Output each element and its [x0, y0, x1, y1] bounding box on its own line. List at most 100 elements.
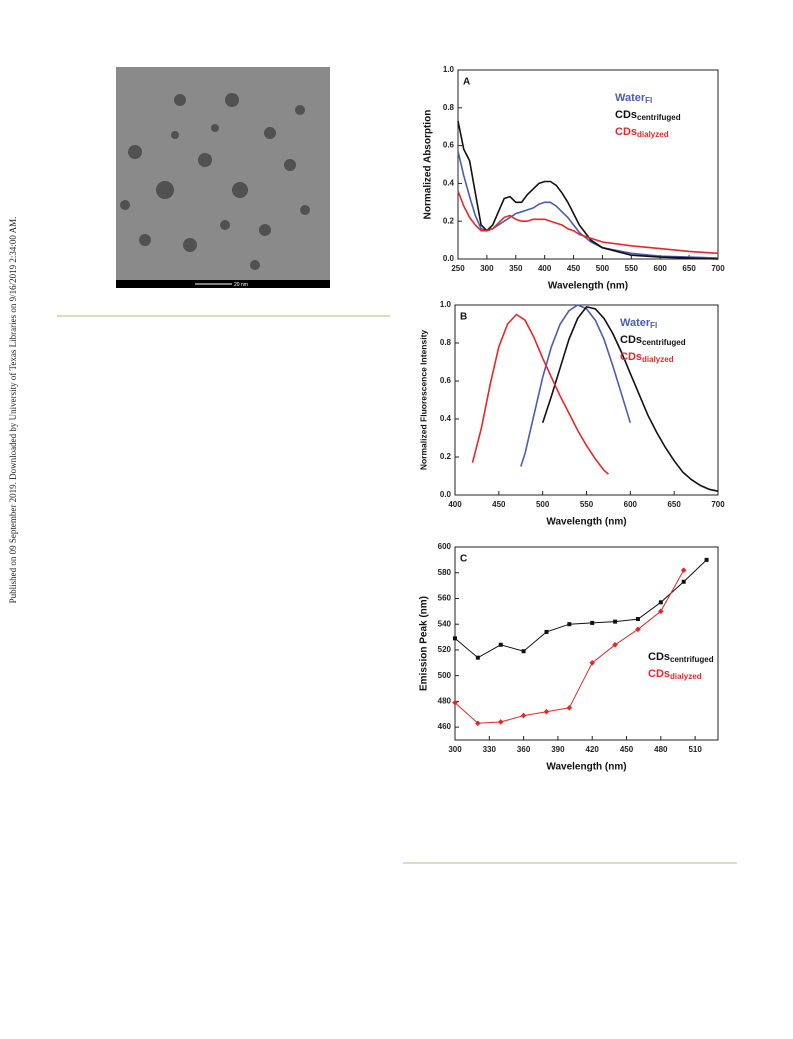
panel-label: C	[460, 554, 467, 565]
y-tick-label: 1.0	[443, 65, 455, 74]
y-axis-title: Normalized Absorption	[423, 110, 434, 220]
marker	[497, 719, 504, 725]
y-tick-label: 500	[438, 671, 452, 680]
legend-sub: dialyzed	[637, 130, 669, 139]
marker	[658, 608, 664, 615]
x-tick-label: 330	[483, 745, 497, 754]
legend-name: CDs	[615, 126, 637, 138]
x-tick-label: 300	[480, 264, 494, 273]
x-axis-title: Wavelength (nm)	[546, 762, 626, 773]
marker	[612, 641, 618, 648]
series-line	[520, 304, 632, 467]
x-tick-label: 400	[448, 500, 462, 509]
plot-frame	[454, 546, 719, 741]
legend-sub: dialyzed	[642, 355, 674, 364]
x-tick-label: 600	[654, 264, 668, 273]
panel-label: A	[463, 77, 470, 88]
legend-entry: CDscentrifuged	[615, 109, 681, 122]
x-axis-title: Wavelength (nm)	[548, 281, 628, 292]
legend-sub: centrifuged	[637, 113, 681, 122]
y-tick-label: 480	[438, 697, 452, 706]
x-tick-label: 450	[620, 745, 634, 754]
y-tick-label: 0.4	[443, 179, 455, 188]
y-axis-title: Emission Peak (nm)	[419, 596, 430, 691]
series-line	[454, 559, 707, 659]
marker	[681, 579, 686, 584]
marker	[704, 557, 709, 562]
marker	[589, 660, 596, 666]
marker	[658, 600, 663, 605]
x-tick-label: 550	[625, 264, 639, 273]
legend-sub: centrifuged	[642, 338, 686, 347]
legend-entry: CDscentrifuged	[648, 651, 714, 664]
marker	[635, 626, 641, 633]
marker	[521, 649, 526, 654]
y-tick-label: 540	[438, 619, 452, 628]
x-tick-label: 600	[624, 500, 638, 509]
legend-entry: WaterFI	[620, 317, 657, 330]
marker	[590, 620, 595, 625]
panel-label: B	[460, 312, 467, 323]
y-tick-label: 600	[438, 542, 452, 551]
marker	[567, 622, 572, 627]
legend-sub: FI	[650, 321, 657, 330]
y-tick-label: 580	[438, 568, 452, 577]
legend-name: Water	[615, 92, 646, 104]
x-tick-label: 700	[711, 264, 725, 273]
legend-entry: CDsdialyzed	[620, 351, 674, 364]
marker	[475, 720, 481, 727]
x-tick-label: 450	[492, 500, 506, 509]
x-tick-label: 400	[538, 264, 552, 273]
marker	[635, 617, 640, 622]
marker	[520, 712, 527, 719]
legend-name: CDs	[648, 668, 670, 680]
legend-name: CDs	[620, 334, 642, 346]
marker	[475, 655, 480, 660]
x-tick-label: 420	[586, 745, 600, 754]
legend-name: CDs	[620, 351, 642, 363]
series-line	[471, 313, 609, 475]
y-tick-label: 0.2	[443, 216, 455, 225]
legend-entry: CDsdialyzed	[615, 126, 669, 139]
x-tick-label: 650	[682, 264, 696, 273]
y-tick-label: 0.8	[443, 103, 455, 112]
marker	[452, 699, 458, 706]
legend-sub: centrifuged	[670, 655, 714, 664]
series-line	[457, 120, 719, 260]
series-line	[457, 190, 719, 255]
y-tick-label: 520	[438, 645, 452, 654]
y-tick-label: 560	[438, 594, 452, 603]
side-note: Published on 09 September 2019. Download…	[8, 217, 18, 604]
legend-sub: FI	[645, 96, 652, 105]
x-tick-label: 450	[567, 264, 581, 273]
y-tick-label: 0.2	[440, 452, 452, 461]
y-tick-label: 460	[438, 722, 452, 731]
legend-name: Water	[620, 317, 651, 329]
legend-name: CDs	[615, 109, 637, 121]
y-tick-label: 0.8	[440, 338, 452, 347]
scale-bar-label: 20 nm	[234, 282, 248, 288]
series-line	[541, 306, 719, 492]
legend-entry: CDscentrifuged	[620, 334, 686, 347]
x-axis-title: Wavelength (nm)	[546, 517, 626, 528]
marker	[543, 708, 550, 715]
marker	[498, 642, 503, 647]
legend-entry: CDsdialyzed	[648, 668, 702, 681]
x-tick-label: 500	[536, 500, 550, 509]
x-tick-label: 510	[688, 745, 702, 754]
marker	[613, 619, 618, 624]
marker	[453, 636, 457, 641]
marker	[680, 567, 687, 573]
x-tick-label: 300	[448, 745, 462, 754]
x-tick-label: 360	[517, 745, 531, 754]
marker	[566, 705, 573, 711]
x-tick-label: 390	[551, 745, 565, 754]
x-tick-label: 250	[451, 264, 465, 273]
x-tick-label: 500	[596, 264, 610, 273]
x-tick-label: 550	[580, 500, 594, 509]
y-tick-label: 0.6	[443, 141, 455, 150]
series-line	[457, 151, 719, 259]
y-axis-title: Normalized Fluorescence Intensity	[418, 330, 428, 471]
x-tick-label: 480	[654, 745, 668, 754]
